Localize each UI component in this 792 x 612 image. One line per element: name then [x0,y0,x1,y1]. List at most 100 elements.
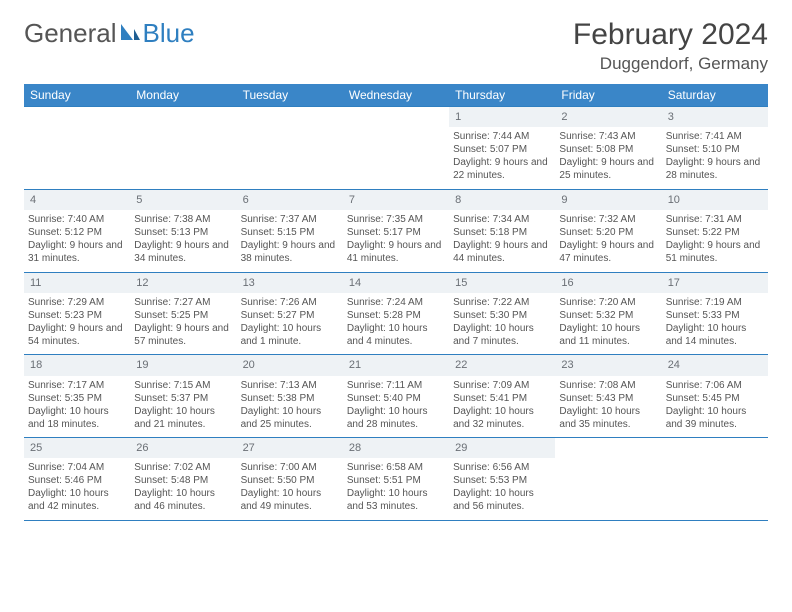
sunrise-line: Sunrise: 7:29 AM [28,296,126,309]
daylight-line: Daylight: 9 hours and 54 minutes. [28,322,126,348]
daylight-line: Daylight: 10 hours and 28 minutes. [347,405,445,431]
day-info-cell [130,127,236,189]
daylight-line: Daylight: 10 hours and 18 minutes. [28,405,126,431]
daylight-line: Daylight: 10 hours and 7 minutes. [453,322,551,348]
day-number-cell: 24 [662,355,768,376]
sunset-line: Sunset: 5:25 PM [134,309,232,322]
sunset-line: Sunset: 5:33 PM [666,309,764,322]
day-number-cell: 28 [343,438,449,459]
sunrise-line: Sunrise: 7:13 AM [241,379,339,392]
day-info-cell: Sunrise: 6:58 AMSunset: 5:51 PMDaylight:… [343,458,449,520]
day-info-cell: Sunrise: 7:08 AMSunset: 5:43 PMDaylight:… [555,376,661,438]
day-number-cell [237,107,343,128]
day-number-cell: 25 [24,438,130,459]
sunset-line: Sunset: 5:53 PM [453,474,551,487]
daylight-line: Daylight: 10 hours and 14 minutes. [666,322,764,348]
day-info-cell: Sunrise: 7:41 AMSunset: 5:10 PMDaylight:… [662,127,768,189]
day-number-cell: 16 [555,272,661,293]
sunrise-line: Sunrise: 7:40 AM [28,213,126,226]
day-number-cell: 29 [449,438,555,459]
day-number-cell: 22 [449,355,555,376]
day-info-row: Sunrise: 7:17 AMSunset: 5:35 PMDaylight:… [24,376,768,438]
daylight-line: Daylight: 10 hours and 11 minutes. [559,322,657,348]
day-number-cell: 7 [343,189,449,210]
location: Duggendorf, Germany [573,54,768,74]
day-number-row: 123 [24,107,768,128]
day-number-cell: 4 [24,189,130,210]
day-number-cell: 19 [130,355,236,376]
sunrise-line: Sunrise: 7:11 AM [347,379,445,392]
day-info-cell: Sunrise: 7:19 AMSunset: 5:33 PMDaylight:… [662,293,768,355]
sunset-line: Sunset: 5:27 PM [241,309,339,322]
sunrise-line: Sunrise: 6:58 AM [347,461,445,474]
sunrise-line: Sunrise: 7:35 AM [347,213,445,226]
day-info-cell: Sunrise: 7:13 AMSunset: 5:38 PMDaylight:… [237,376,343,438]
sunrise-line: Sunrise: 7:27 AM [134,296,232,309]
day-info-cell: Sunrise: 7:40 AMSunset: 5:12 PMDaylight:… [24,210,130,272]
sunrise-line: Sunrise: 7:26 AM [241,296,339,309]
day-info-cell: Sunrise: 7:43 AMSunset: 5:08 PMDaylight:… [555,127,661,189]
day-number-cell [662,438,768,459]
day-number-cell: 6 [237,189,343,210]
day-info-cell [24,127,130,189]
day-header: Tuesday [237,84,343,107]
day-header: Monday [130,84,236,107]
sunset-line: Sunset: 5:51 PM [347,474,445,487]
day-info-cell: Sunrise: 7:02 AMSunset: 5:48 PMDaylight:… [130,458,236,520]
day-number-cell: 13 [237,272,343,293]
sunset-line: Sunset: 5:15 PM [241,226,339,239]
daylight-line: Daylight: 9 hours and 28 minutes. [666,156,764,182]
day-number-cell: 2 [555,107,661,128]
day-info-cell: Sunrise: 7:38 AMSunset: 5:13 PMDaylight:… [130,210,236,272]
daylight-line: Daylight: 10 hours and 32 minutes. [453,405,551,431]
calendar-table: SundayMondayTuesdayWednesdayThursdayFrid… [24,84,768,520]
day-info-cell: Sunrise: 7:35 AMSunset: 5:17 PMDaylight:… [343,210,449,272]
day-info-cell: Sunrise: 7:32 AMSunset: 5:20 PMDaylight:… [555,210,661,272]
day-number-cell: 5 [130,189,236,210]
day-info-cell: Sunrise: 7:22 AMSunset: 5:30 PMDaylight:… [449,293,555,355]
daylight-line: Daylight: 10 hours and 46 minutes. [134,487,232,513]
sunrise-line: Sunrise: 7:41 AM [666,130,764,143]
day-number-cell: 23 [555,355,661,376]
daylight-line: Daylight: 10 hours and 4 minutes. [347,322,445,348]
day-info-cell: Sunrise: 7:26 AMSunset: 5:27 PMDaylight:… [237,293,343,355]
day-header: Wednesday [343,84,449,107]
sunset-line: Sunset: 5:48 PM [134,474,232,487]
day-info-cell: Sunrise: 7:11 AMSunset: 5:40 PMDaylight:… [343,376,449,438]
daylight-line: Daylight: 9 hours and 51 minutes. [666,239,764,265]
sunrise-line: Sunrise: 7:44 AM [453,130,551,143]
day-number-cell: 11 [24,272,130,293]
day-header-row: SundayMondayTuesdayWednesdayThursdayFrid… [24,84,768,107]
day-number-cell: 15 [449,272,555,293]
sunset-line: Sunset: 5:08 PM [559,143,657,156]
header: General Blue February 2024 Duggendorf, G… [24,18,768,74]
daylight-line: Daylight: 9 hours and 41 minutes. [347,239,445,265]
day-number-cell [555,438,661,459]
daylight-line: Daylight: 9 hours and 47 minutes. [559,239,657,265]
sunrise-line: Sunrise: 7:37 AM [241,213,339,226]
daylight-line: Daylight: 10 hours and 1 minute. [241,322,339,348]
sunrise-line: Sunrise: 7:31 AM [666,213,764,226]
month-title: February 2024 [573,18,768,52]
day-info-cell: Sunrise: 7:44 AMSunset: 5:07 PMDaylight:… [449,127,555,189]
day-number-cell [24,107,130,128]
sunrise-line: Sunrise: 7:34 AM [453,213,551,226]
day-number-cell: 20 [237,355,343,376]
day-number-row: 45678910 [24,189,768,210]
sunrise-line: Sunrise: 7:43 AM [559,130,657,143]
daylight-line: Daylight: 9 hours and 25 minutes. [559,156,657,182]
calendar-body: 123Sunrise: 7:44 AMSunset: 5:07 PMDaylig… [24,107,768,521]
day-info-cell [555,458,661,520]
day-info-cell: Sunrise: 7:24 AMSunset: 5:28 PMDaylight:… [343,293,449,355]
sunrise-line: Sunrise: 7:06 AM [666,379,764,392]
day-number-cell: 3 [662,107,768,128]
sunset-line: Sunset: 5:41 PM [453,392,551,405]
sunset-line: Sunset: 5:32 PM [559,309,657,322]
bottom-rule [24,520,768,521]
day-number-cell: 17 [662,272,768,293]
daylight-line: Daylight: 9 hours and 38 minutes. [241,239,339,265]
day-header: Saturday [662,84,768,107]
day-info-cell: Sunrise: 7:27 AMSunset: 5:25 PMDaylight:… [130,293,236,355]
day-info-cell: Sunrise: 7:00 AMSunset: 5:50 PMDaylight:… [237,458,343,520]
day-info-row: Sunrise: 7:04 AMSunset: 5:46 PMDaylight:… [24,458,768,520]
